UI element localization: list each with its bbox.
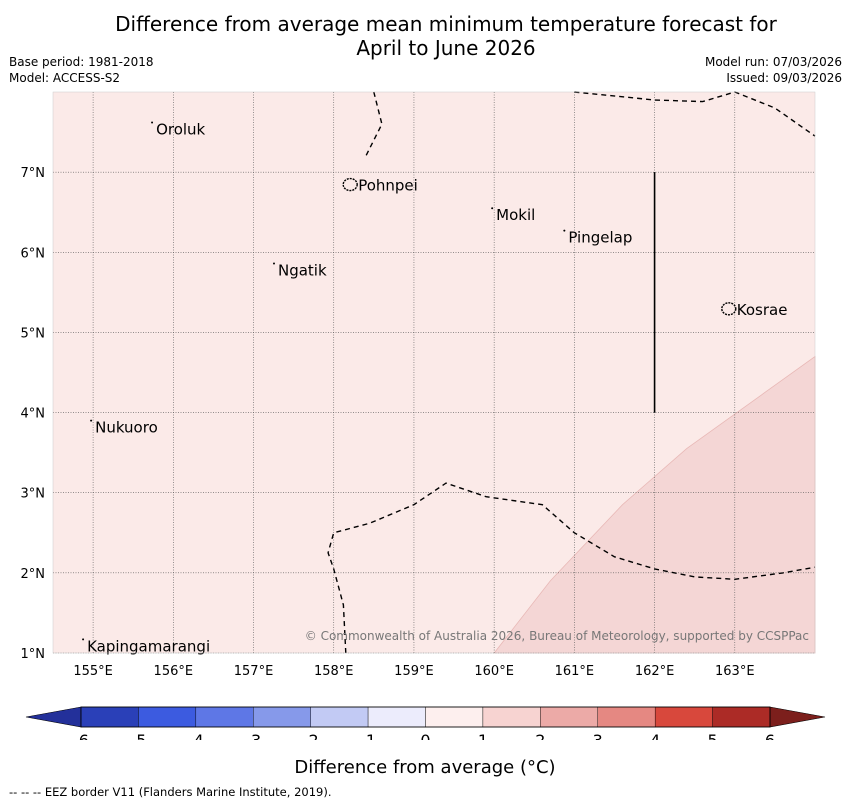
eez-border <box>327 482 816 654</box>
island-label: Kapingamarangi <box>87 637 210 655</box>
eez-border <box>574 91 816 137</box>
colorbar-extend-high <box>769 706 826 728</box>
meta-left: Base period: 1981-2018 Model: ACCESS-S2 <box>9 54 154 86</box>
colorbar-bin <box>654 706 713 728</box>
colorbar-tick-label: 6 <box>765 731 775 740</box>
footer-note: -- -- -- EEZ border V11 (Flanders Marine… <box>9 785 332 799</box>
meta-right: Model run: 07/03/2026 Issued: 09/03/2026 <box>705 54 842 86</box>
colorbar-bin <box>80 706 139 728</box>
colorbar-tick-label: -4 <box>188 731 204 740</box>
colorbar-tick-label: -3 <box>245 731 261 740</box>
base-period: Base period: 1981-2018 <box>9 55 154 69</box>
colorbar-bin <box>482 706 541 728</box>
colorbar-tick-label: 2 <box>535 731 545 740</box>
lat-tick-label: 7°N <box>21 166 46 181</box>
lon-tick-label: 161°E <box>555 664 595 679</box>
colorbar-bin <box>425 706 484 728</box>
colorbar-tick-label: -5 <box>130 731 146 740</box>
island-marker <box>151 121 154 124</box>
title-line-2: April to June 2026 <box>356 36 536 60</box>
island-outline <box>721 302 737 316</box>
island-label: Mokil <box>496 206 535 224</box>
colorbar-bin <box>597 706 656 728</box>
island-marker <box>82 638 85 641</box>
lon-tick-label: 155°E <box>73 664 113 679</box>
colorbar-tick-label: 1 <box>478 731 488 740</box>
lon-tick-label: 163°E <box>715 664 755 679</box>
island-marker <box>563 229 566 232</box>
island-label: Nukuoro <box>95 419 158 437</box>
map-frame <box>52 91 816 654</box>
colorbar-tick-label: 3 <box>593 731 603 740</box>
colorbar-tick-label: -6 <box>73 731 89 740</box>
colorbar-frame <box>80 706 771 728</box>
eez-border <box>365 91 383 157</box>
model-name: Model: ACCESS-S2 <box>9 71 121 85</box>
lat-tick-label: 6°N <box>21 246 46 261</box>
island-label: Oroluk <box>156 120 205 138</box>
lon-tick-label: 162°E <box>635 664 675 679</box>
colorbar-bin <box>367 706 426 728</box>
lon-tick-label: 158°E <box>314 664 354 679</box>
island-marker <box>491 207 494 210</box>
lon-tick-label: 160°E <box>474 664 514 679</box>
island-label: Pingelap <box>568 229 632 247</box>
colorbar-extend-low <box>25 706 82 728</box>
island-label: Ngatik <box>278 262 327 280</box>
lon-tick-label: 156°E <box>154 664 194 679</box>
colorbar-bin <box>195 706 254 728</box>
copyright-text: © Commonwealth of Australia 2026, Bureau… <box>305 629 809 643</box>
island-outline <box>342 177 358 192</box>
lon-tick-label: 157°E <box>234 664 274 679</box>
island-label: Pohnpei <box>358 177 418 195</box>
island-marker <box>272 262 275 265</box>
colorbar-tick-label: -1 <box>360 731 376 740</box>
lat-tick-label: 2°N <box>21 567 46 582</box>
lat-tick-label: 1°N <box>21 647 46 662</box>
model-run: Model run: 07/03/2026 <box>704 55 842 69</box>
lat-tick-label: 3°N <box>21 487 46 502</box>
colorbar-tick-label: -2 <box>303 731 319 740</box>
colorbar-label: Difference from average (°C) <box>294 757 556 778</box>
colorbar-bin <box>253 706 311 728</box>
chart-title: Difference from average mean minimum tem… <box>0 12 850 60</box>
title-line-1: Difference from average mean minimum tem… <box>115 12 777 36</box>
colorbar-tick-label: 5 <box>707 731 717 740</box>
lon-tick-label: 159°E <box>394 664 434 679</box>
island-marker <box>90 419 93 422</box>
colorbar-tick-label: 4 <box>650 731 660 740</box>
colorbar-bin <box>712 706 771 728</box>
colorbar-bin <box>138 706 197 728</box>
forecast-map: 7°N 6°N 5°N 4°N 3°N 2°N 1°N 155°E 156°E 157°E 158°… <box>21 91 826 740</box>
colorbar-tick-label: 0 <box>420 731 430 740</box>
colorbar-bin <box>310 706 369 728</box>
lat-tick-label: 4°N <box>21 407 46 422</box>
island-label: Kosrae <box>737 301 788 319</box>
lat-tick-label: 5°N <box>21 326 46 341</box>
issued-date: Issued: 09/03/2026 <box>726 71 842 85</box>
colorbar-bin <box>540 706 598 728</box>
